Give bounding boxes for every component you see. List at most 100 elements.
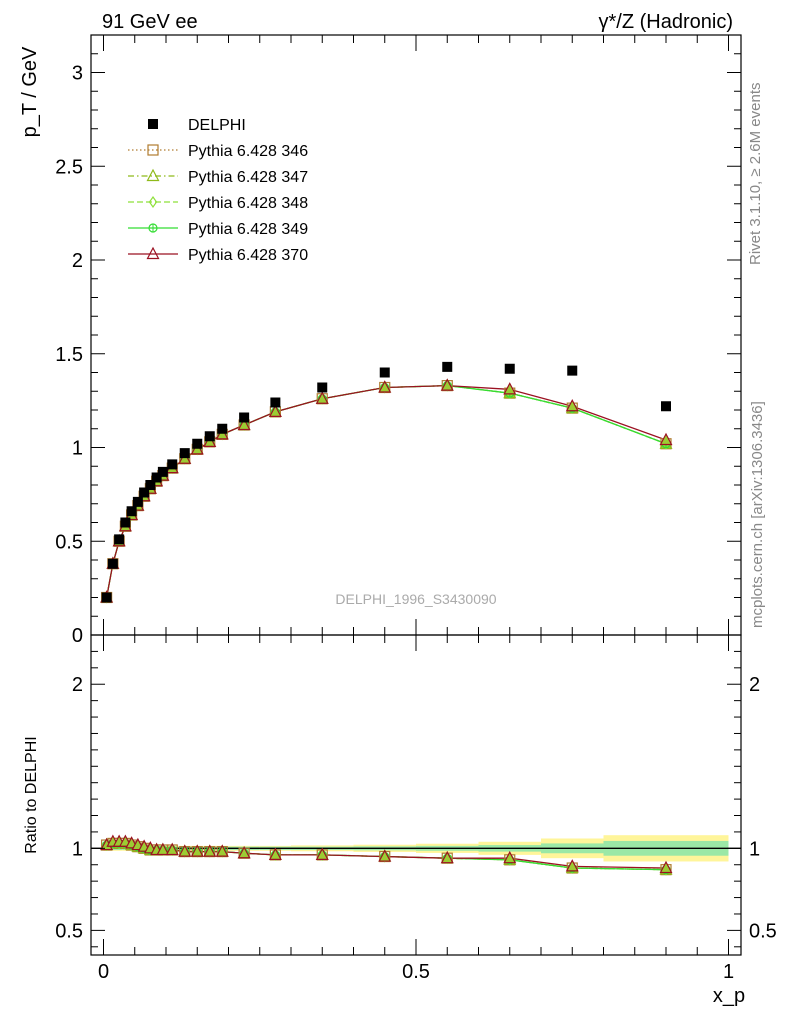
mcplots-reference-label: mcplots.cern.ch [arXiv:1306.3436] (749, 401, 766, 628)
ratio-panel: 0.5 0.51 12 2 0 0.5 1 Ratio to DELPHI x_p (23, 634, 777, 1007)
data-point (503, 382, 517, 395)
legend-marker (148, 195, 158, 209)
data-point (126, 506, 137, 517)
data-point-fill (504, 852, 516, 863)
data-point (143, 841, 157, 854)
data-point-fill (316, 392, 328, 404)
data-point (237, 417, 251, 431)
data-point (192, 438, 203, 449)
data-point-fill (566, 400, 578, 411)
data-point-fill (238, 419, 250, 430)
data-point-fill (238, 847, 250, 858)
data-point-fill (269, 405, 281, 417)
legend-item-pythia-6-428-346: Pythia 6.428 346 (128, 143, 308, 160)
data-point (157, 466, 168, 477)
main-y-axis: 0 0.5 1 1.5 2 2.5 3 (55, 34, 741, 647)
main-y-tick-label: 2.5 (55, 156, 83, 178)
legend-label: DELPHI (188, 117, 246, 134)
legend: DELPHI Pythia 6.428 346 Pythia 6.428 347 Py… (128, 117, 308, 264)
data-point (179, 448, 190, 459)
main-x-ticks (103, 35, 729, 635)
data-point (178, 844, 192, 857)
data-point (378, 849, 392, 862)
ratio-y-tick-label-right: 2 (749, 674, 760, 696)
data-point (101, 592, 112, 603)
data-point-fill (441, 852, 453, 863)
data-point-fill (204, 845, 216, 857)
data-point (237, 845, 251, 859)
data-point (659, 432, 673, 446)
data-point (137, 839, 151, 852)
data-point (107, 558, 118, 569)
legend-marker (147, 144, 159, 156)
data-point-fill (157, 843, 169, 855)
data-point-fill (101, 839, 113, 850)
data-point (317, 382, 328, 393)
data-point-fill (316, 848, 328, 860)
data-point (567, 365, 578, 376)
data-point (661, 401, 671, 412)
ratio-y-tick-label: 2 (72, 674, 83, 696)
data-point (565, 859, 579, 872)
data-point-fill (660, 434, 672, 445)
data-point (204, 431, 215, 442)
main-y-tick-label: 3 (72, 63, 83, 85)
data-point-fill (179, 845, 191, 857)
ratio-y-axis: 0.5 0.5 1 1 2 2 (55, 650, 777, 948)
data-point (659, 860, 673, 874)
data-point (106, 834, 120, 847)
legend-item-pythia-6-428-370: Pythia 6.428 370 (128, 246, 308, 264)
data-point-fill (166, 843, 178, 855)
data-point (315, 391, 329, 404)
legend-item-pythia-6-428-348: Pythia 6.428 348 (128, 195, 308, 212)
data-point (440, 378, 454, 391)
x-tick-label: 0.5 (402, 961, 430, 983)
data-point (215, 844, 229, 857)
legend-label: Pythia 6.428 348 (188, 195, 308, 212)
data-point-fill (566, 860, 578, 871)
data-point-fill (216, 845, 228, 857)
data-point-fill (504, 383, 516, 394)
main-y-tick-label: 2 (72, 250, 83, 272)
analysis-label: DELPHI_1996_S3430090 (335, 591, 496, 607)
data-point-fill (191, 845, 203, 857)
ratio-y-tick-label-right: 0.5 (749, 920, 777, 942)
data-point-fill (379, 381, 391, 392)
legend-item-pythia-6-428-347: Pythia 6.428 347 (128, 168, 308, 186)
legend-marker (146, 246, 160, 260)
data-point (120, 517, 131, 528)
legend-item-delphi: DELPHI (148, 117, 246, 134)
ratio-plot-area (91, 834, 741, 876)
data-point (118, 834, 132, 847)
rivet-version-label: Rivet 3.1.10, ≥ 2.6M events (747, 83, 764, 266)
data-point (203, 844, 217, 857)
main-y-tick-label: 1 (72, 438, 83, 460)
data-point (156, 842, 170, 856)
data-point (442, 361, 453, 372)
data-point (190, 844, 204, 857)
data-point (132, 496, 143, 507)
data-point (440, 850, 454, 864)
legend-label: Pythia 6.428 370 (188, 247, 308, 264)
data-point (167, 459, 178, 470)
data-point (217, 423, 228, 434)
data-point (150, 842, 164, 856)
data-point-fill (269, 848, 281, 860)
main-y-tick-label: 0.5 (55, 531, 83, 553)
data-point (270, 397, 281, 408)
legend-label: Pythia 6.428 347 (188, 169, 308, 186)
data-point (315, 847, 329, 860)
legend-label: Pythia 6.428 346 (188, 143, 308, 160)
data-point (131, 837, 145, 851)
data-point (239, 412, 250, 423)
main-y-tick-label: 1.5 (55, 344, 83, 366)
legend-marker (148, 223, 158, 233)
main-y-axis-label: p_T / GeV (19, 46, 41, 137)
ratio-y-tick-label-right: 1 (749, 838, 760, 860)
ratio-markers-pythia-6-428-370 (100, 834, 673, 874)
main-y-tick-label: 0 (72, 625, 83, 647)
data-point (565, 398, 579, 412)
data-point-fill (441, 379, 453, 391)
data-point (139, 487, 150, 498)
